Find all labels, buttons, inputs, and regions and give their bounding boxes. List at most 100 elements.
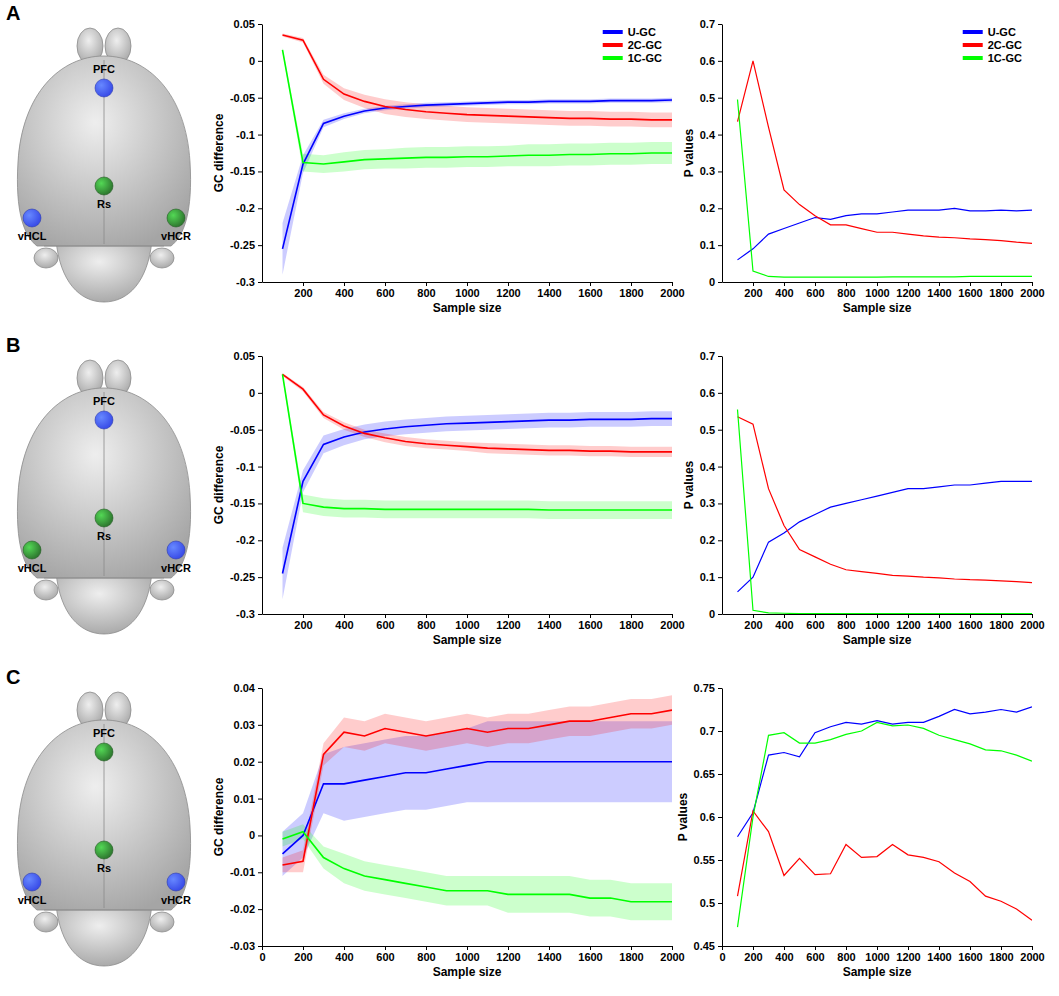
tick-label: 400 — [335, 951, 353, 963]
x-axis-tick: 600 — [376, 946, 394, 963]
legend-item: 2C-GC — [963, 39, 1022, 51]
tick-label: 0.3 — [700, 497, 715, 509]
error-band — [283, 34, 673, 128]
y-axis-tick: 0.7 — [700, 18, 722, 30]
region-label: PFC — [93, 63, 115, 75]
tick-label: 0 — [709, 276, 715, 288]
tick-label: -0.3 — [236, 276, 255, 288]
tick-label: 1800 — [989, 951, 1013, 963]
x-axis-tick: 1200 — [896, 946, 920, 963]
x-axis-tick: 1600 — [958, 946, 982, 963]
y-axis-tick: 0.01 — [234, 793, 262, 805]
tick-mark — [258, 835, 262, 836]
y-axis-line — [722, 25, 723, 283]
tick-mark — [631, 946, 632, 950]
x-axis-tick: 1200 — [496, 282, 520, 299]
tick-mark — [718, 208, 722, 209]
brain-part — [34, 912, 58, 932]
y-axis-tick: 0.7 — [700, 350, 722, 362]
tick-label: 600 — [806, 951, 824, 963]
x-axis-title: Sample size — [843, 633, 912, 647]
tick-mark — [258, 61, 262, 62]
tick-label: -0.03 — [230, 940, 255, 952]
tick-mark — [753, 614, 754, 618]
x-axis-tick: 2000 — [1020, 282, 1044, 299]
tick-mark — [549, 282, 550, 286]
series-line — [738, 707, 1033, 837]
region-node — [95, 79, 113, 97]
tick-mark — [258, 393, 262, 394]
y-axis-tick: -0.25 — [230, 571, 262, 583]
series-line — [738, 409, 1033, 613]
y-axis-line — [722, 689, 723, 947]
tick-label: 0.55 — [694, 854, 715, 866]
legend-label: 2C-GC — [628, 39, 662, 51]
tick-mark — [258, 688, 262, 689]
tick-mark — [846, 282, 847, 286]
tick-mark — [426, 946, 427, 950]
tick-label: 1000 — [865, 619, 889, 631]
tick-mark — [385, 282, 386, 286]
region-label: PFC — [93, 395, 115, 407]
x-axis-tick: 2000 — [1020, 946, 1044, 963]
x-axis-title: Sample size — [843, 301, 912, 315]
x-axis-tick: 1400 — [927, 614, 951, 631]
x-axis-title: Sample size — [843, 965, 912, 979]
tick-label: 800 — [837, 619, 855, 631]
x-axis-tick: 400 — [775, 282, 793, 299]
series-line — [738, 811, 1033, 920]
y-axis-title: GC difference — [212, 113, 226, 192]
tick-label: -0.02 — [230, 903, 255, 915]
legend-label: U-GC — [988, 26, 1016, 38]
y-axis: 00.10.20.30.40.50.60.7 — [700, 350, 723, 620]
tick-mark — [590, 946, 591, 950]
y-axis-tick: -0.1 — [236, 129, 262, 141]
tick-mark — [815, 282, 816, 286]
tick-mark — [590, 282, 591, 286]
x-axis: 200400600800100012001400160018002000 — [263, 614, 685, 631]
tick-mark — [718, 688, 722, 689]
figure: APFCRsvHCLvHCRBPFCRsvHCLvHCRCPFCRsvHCLvH… — [0, 0, 1059, 996]
y-axis-title: P values — [682, 128, 696, 177]
tick-mark — [1001, 282, 1002, 286]
x-axis-tick: 0 — [719, 946, 725, 963]
tick-mark — [846, 614, 847, 618]
x-axis-tick: 800 — [837, 614, 855, 631]
tick-mark — [258, 946, 262, 947]
x-axis-tick: 600 — [806, 946, 824, 963]
plot-area — [283, 695, 673, 920]
tick-label: 1400 — [927, 287, 951, 299]
y-axis-tick: 0.6 — [700, 387, 722, 399]
tick-mark — [631, 282, 632, 286]
y-axis-line — [722, 357, 723, 615]
legend-label: U-GC — [628, 26, 656, 38]
tick-label: 0.75 — [694, 682, 715, 694]
tick-label: 0.2 — [700, 202, 715, 214]
tick-label: 1200 — [496, 287, 520, 299]
tick-label: 600 — [376, 951, 394, 963]
series-line — [738, 417, 1033, 583]
tick-mark — [549, 946, 550, 950]
y-axis-tick: 0.2 — [700, 202, 722, 214]
brain-diagram: PFCRsvHCLvHCR — [17, 28, 191, 302]
tick-label: 400 — [775, 951, 793, 963]
series-line — [738, 481, 1033, 592]
tick-mark — [718, 24, 722, 25]
tick-label: -0.25 — [230, 571, 255, 583]
x-axis-tick: 400 — [775, 946, 793, 963]
tick-label: 2000 — [660, 951, 684, 963]
tick-label: 1200 — [496, 619, 520, 631]
tick-mark — [258, 282, 262, 283]
y-axis-line — [262, 25, 263, 283]
x-axis-tick: 1800 — [989, 614, 1013, 631]
y-axis-tick: -0.2 — [236, 534, 262, 546]
tick-label: 400 — [775, 287, 793, 299]
tick-label: 0 — [249, 55, 255, 67]
error-band — [283, 48, 673, 173]
tick-mark — [908, 614, 909, 618]
region-node — [167, 873, 185, 891]
brain-diagram: PFCRsvHCLvHCR — [17, 692, 191, 966]
tick-mark — [753, 282, 754, 286]
brain-fissure — [44, 578, 164, 579]
x-axis-tick: 400 — [335, 946, 353, 963]
